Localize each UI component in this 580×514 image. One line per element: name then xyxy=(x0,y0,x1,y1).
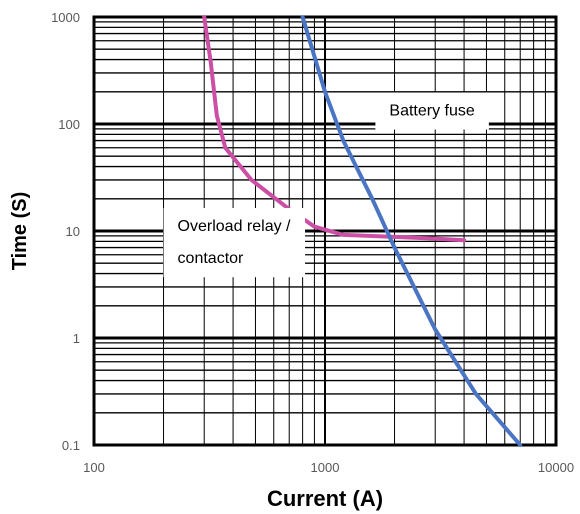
x-tick-label: 10000 xyxy=(538,460,574,475)
annotation-background xyxy=(375,92,489,130)
annotation-background xyxy=(163,208,306,278)
plot-border xyxy=(92,15,558,447)
x-axis-title: Current (A) xyxy=(267,486,383,511)
y-tick-label: 0.1 xyxy=(62,438,80,453)
y-axis-title: Time (S) xyxy=(9,192,31,271)
annotation-backgrounds xyxy=(163,92,489,278)
x-tick-label: 1000 xyxy=(311,460,340,475)
x-tick-label: 100 xyxy=(83,460,105,475)
annotation-label: Overload relay / xyxy=(178,218,291,235)
annotation-label: Battery fuse xyxy=(389,103,474,120)
grid xyxy=(93,17,556,447)
y-tick-label: 100 xyxy=(58,117,80,132)
y-tick-label: 1 xyxy=(73,331,80,346)
annotations-layer: Battery fuse Overload relay / contactor xyxy=(163,92,489,278)
battery-fuse-curve xyxy=(300,15,523,447)
annotation-label: contactor xyxy=(178,250,244,267)
y-tick-label: 10 xyxy=(66,224,80,239)
tick-labels: 100 1000 10000 0.1 1 10 100 1000 xyxy=(51,10,574,475)
y-tick-label: 1000 xyxy=(51,10,80,25)
